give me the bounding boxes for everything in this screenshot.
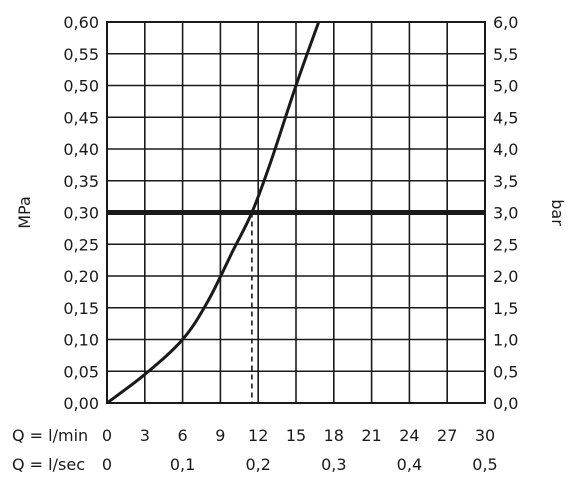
series-line bbox=[106, 21, 321, 405]
x-tick-label: 21 bbox=[361, 426, 381, 445]
x-tick-label: 0,4 bbox=[397, 455, 422, 474]
y-tick-label-right: 5,5 bbox=[493, 45, 518, 64]
x-tick-label: 15 bbox=[286, 426, 306, 445]
y-tick-label-left: 0,10 bbox=[63, 331, 99, 350]
y-tick-label-left: 0,55 bbox=[63, 45, 99, 64]
y-tick-label-left: 0,15 bbox=[63, 299, 99, 318]
x-tick-label: 18 bbox=[324, 426, 344, 445]
y-tick-label-left: 0,00 bbox=[63, 394, 99, 413]
x-tick-label: 0,2 bbox=[245, 455, 270, 474]
y-tick-label-right: 0,5 bbox=[493, 362, 518, 381]
x-tick-label: 24 bbox=[399, 426, 419, 445]
x-tick-label: 12 bbox=[248, 426, 268, 445]
y-tick-label-left: 0,25 bbox=[63, 235, 99, 254]
y-tick-label-left: 0,20 bbox=[63, 267, 99, 286]
y-tick-label-right: 6,0 bbox=[493, 13, 518, 32]
y-axis-label-right: bar bbox=[548, 199, 567, 226]
x-axis-label: Q = l/sec bbox=[12, 455, 85, 474]
x-tick-label: 9 bbox=[215, 426, 225, 445]
y-tick-label-right: 3,0 bbox=[493, 204, 518, 223]
x-tick-label: 0,1 bbox=[170, 455, 195, 474]
y-axis-label-left: MPa bbox=[15, 196, 34, 229]
y-tick-label-right: 3,5 bbox=[493, 172, 518, 191]
y-tick-label-right: 4,0 bbox=[493, 140, 518, 159]
x-tick-label: 0,3 bbox=[321, 455, 346, 474]
y-tick-label-left: 0,30 bbox=[63, 204, 99, 223]
y-tick-label-right: 1,5 bbox=[493, 299, 518, 318]
y-tick-label-left: 0,40 bbox=[63, 140, 99, 159]
y-tick-label-left: 0,35 bbox=[63, 172, 99, 191]
x-tick-label: 6 bbox=[178, 426, 188, 445]
y-tick-label-right: 4,5 bbox=[493, 108, 518, 127]
x-tick-label: 30 bbox=[475, 426, 495, 445]
x-tick-label: 0 bbox=[102, 455, 112, 474]
x-tick-label: 3 bbox=[140, 426, 150, 445]
x-tick-label: 27 bbox=[437, 426, 457, 445]
y-tick-label-left: 0,45 bbox=[63, 108, 99, 127]
x-tick-label: 0 bbox=[102, 426, 112, 445]
y-tick-label-left: 0,60 bbox=[63, 13, 99, 32]
y-tick-label-left: 0,50 bbox=[63, 77, 99, 96]
y-tick-label-right: 1,0 bbox=[493, 331, 518, 350]
x-tick-label: 0,5 bbox=[472, 455, 497, 474]
y-tick-label-right: 2,5 bbox=[493, 235, 518, 254]
y-tick-label-right: 0,0 bbox=[493, 394, 518, 413]
y-tick-label-right: 2,0 bbox=[493, 267, 518, 286]
y-tick-label-right: 5,0 bbox=[493, 77, 518, 96]
y-tick-label-left: 0,05 bbox=[63, 362, 99, 381]
x-axis-label: Q = l/min bbox=[12, 426, 88, 445]
